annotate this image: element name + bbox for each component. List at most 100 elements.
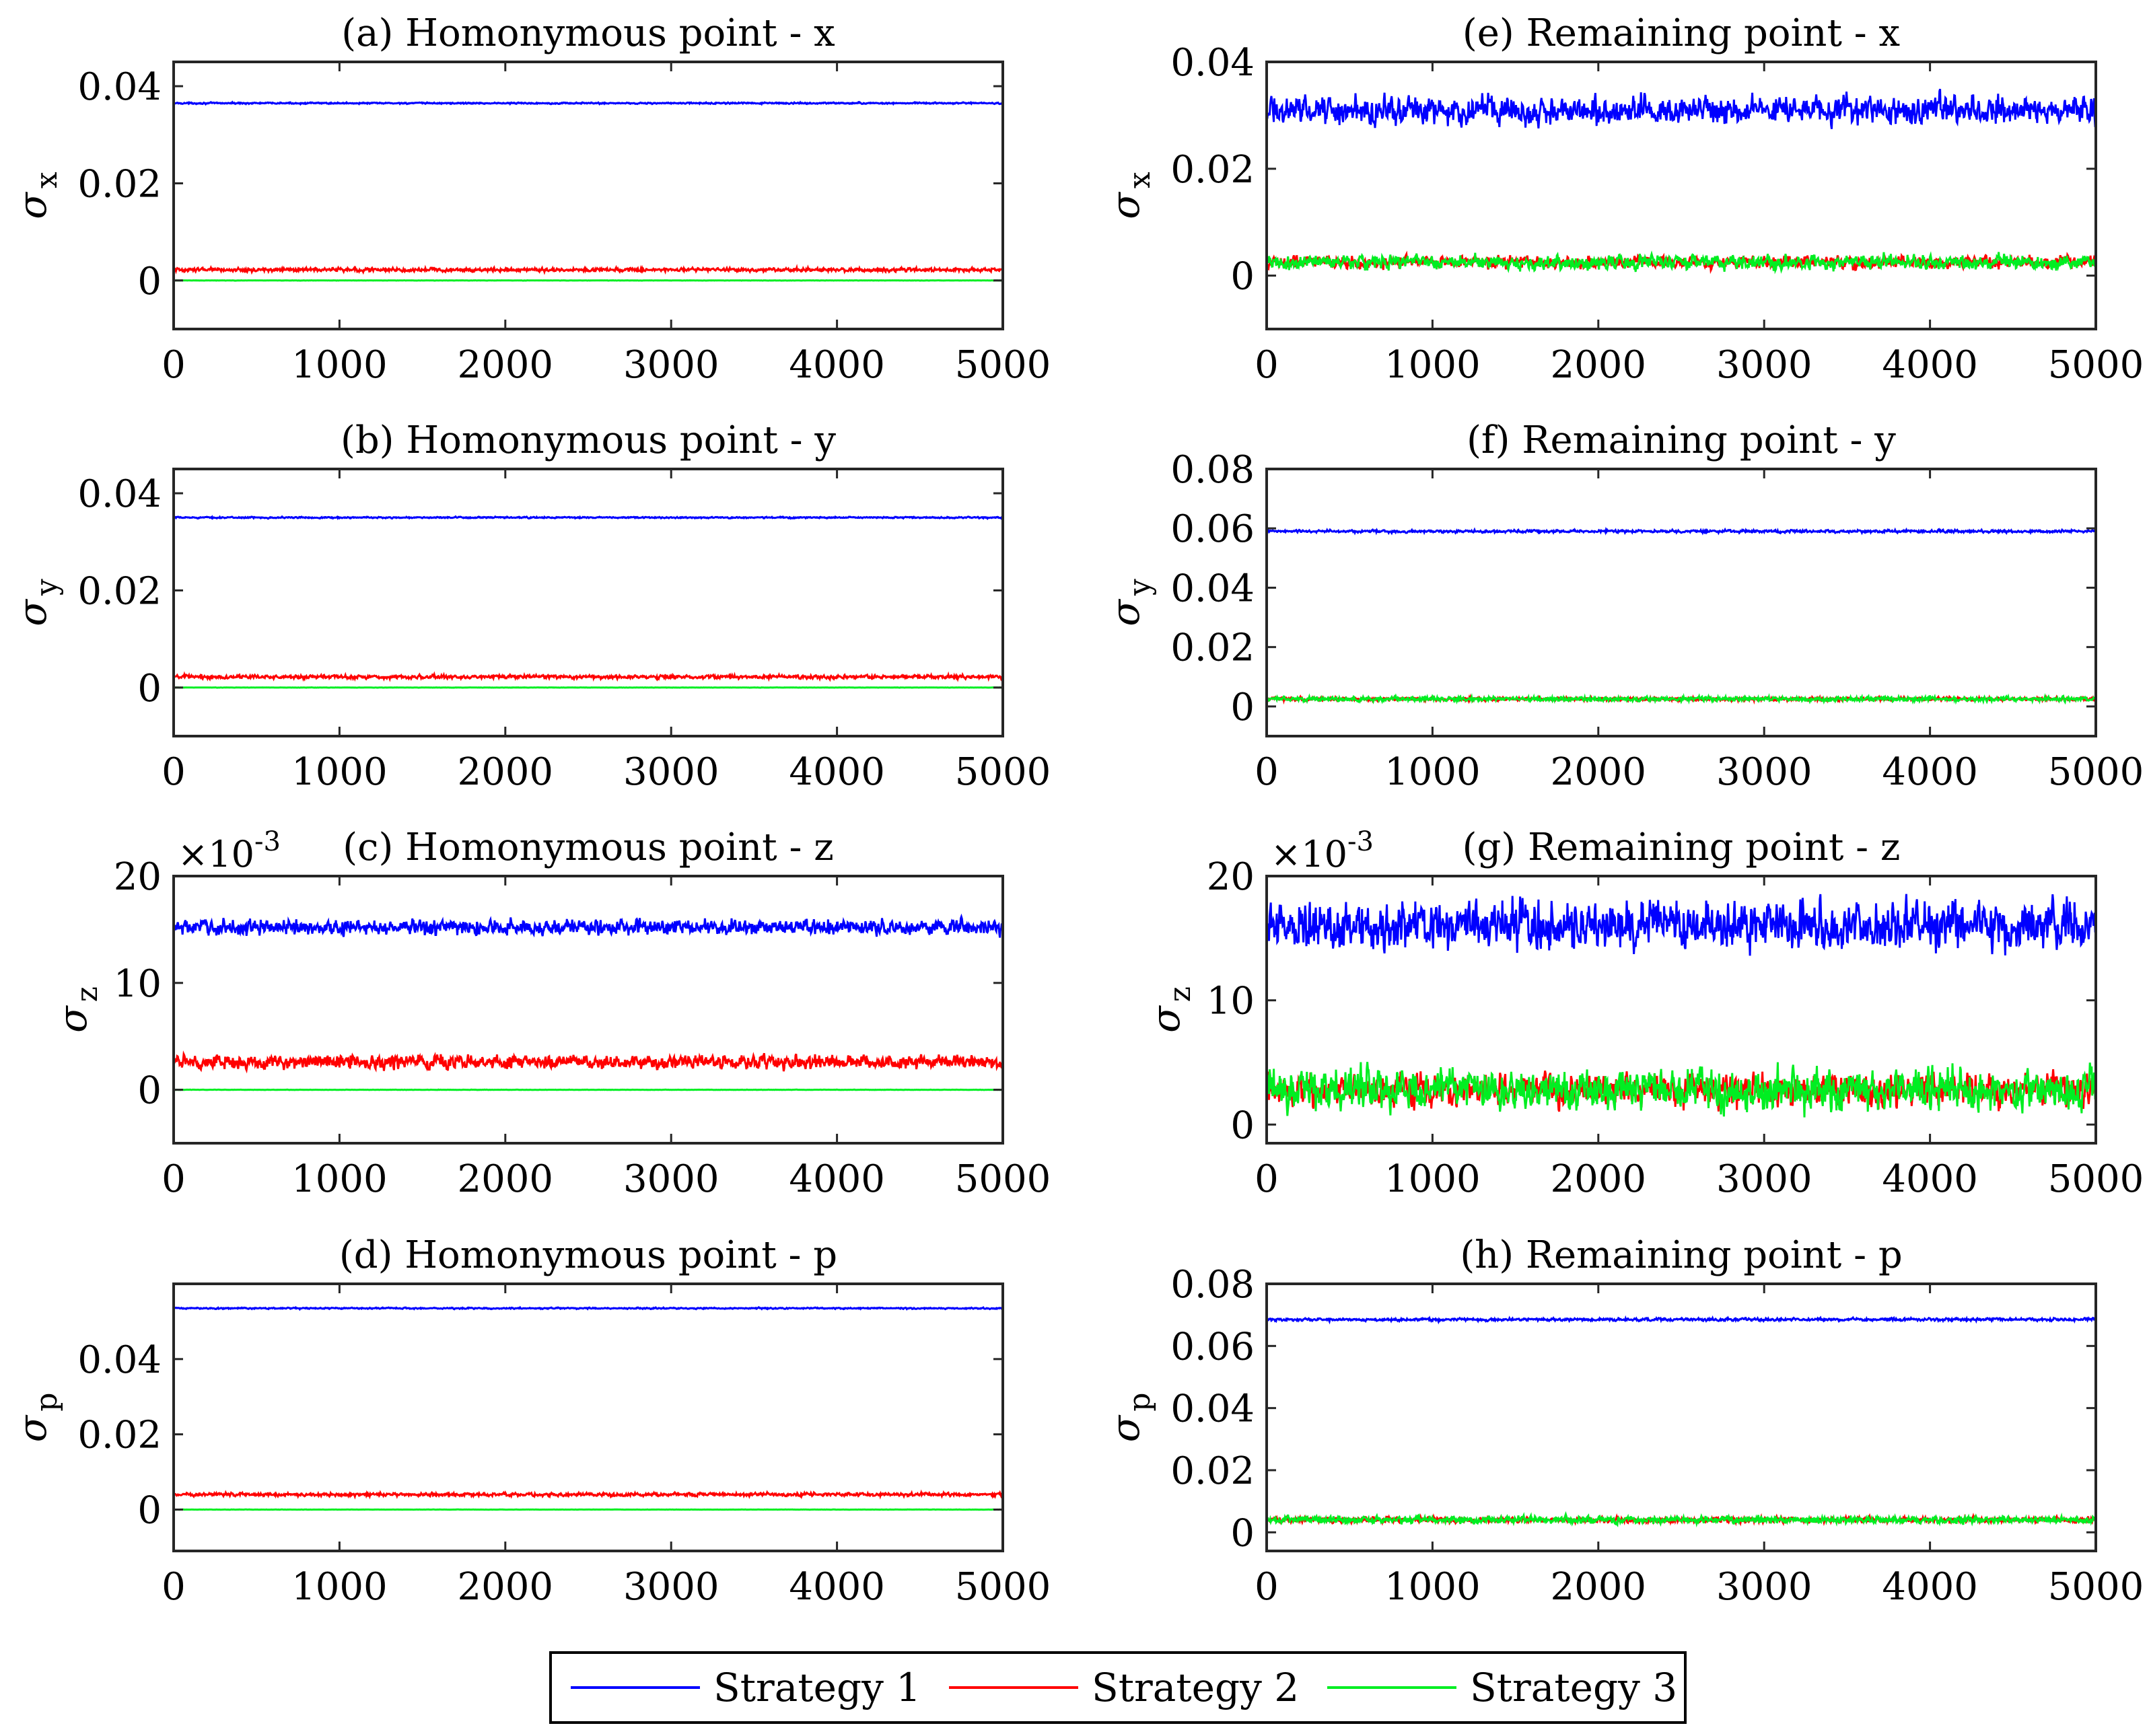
y-tick-label: 0.04 <box>1170 567 1255 610</box>
y-tick-label: 0.02 <box>77 569 162 613</box>
x-tick-label: 4000 <box>1882 750 1978 794</box>
x-tick-label: 1000 <box>1384 1565 1481 1609</box>
series-group <box>174 913 1003 1091</box>
x-tick-label: 1000 <box>1384 343 1481 387</box>
series-line-strategy-3 <box>174 1088 1003 1091</box>
y-axis-label: σz <box>50 986 104 1033</box>
subplot-h: 0 1000 2000 3000 4000 5000 0 0.02 0.04 0.06 0.08 (h… <box>1102 1233 2144 1609</box>
y-axis-label: σp <box>1102 1393 1157 1443</box>
y-axis-label: σy <box>9 579 64 626</box>
x-tick-label: 5000 <box>2048 343 2144 387</box>
series-line-strategy-3 <box>1267 1511 2096 1528</box>
y-axis-label: σx <box>1102 172 1157 219</box>
series-group <box>174 515 1003 689</box>
x-tick-label: 0 <box>162 1565 186 1609</box>
x-tick-label: 2000 <box>458 750 554 794</box>
x-tick-label: 1000 <box>1384 1157 1481 1201</box>
x-tick-label: 2000 <box>1551 343 1647 387</box>
x-tick-label: 5000 <box>2048 750 2144 794</box>
y-tick-label: 0 <box>1230 1104 1255 1147</box>
y-tick-label: 0.02 <box>1170 148 1255 192</box>
subplot-b: 0 1000 2000 3000 4000 5000 0 0.02 0.04 (b) Homony… <box>9 419 1051 794</box>
series-line-strategy-2 <box>174 1050 1003 1074</box>
legend-box <box>549 1651 1687 1724</box>
x-tick-label: 4000 <box>789 750 885 794</box>
series-line-strategy-1 <box>1267 894 2096 956</box>
x-tick-label: 4000 <box>1882 343 1978 387</box>
plot-area <box>174 469 1003 736</box>
y-tick-label: 10 <box>114 962 162 1006</box>
y-tick-label: 0.08 <box>1170 448 1255 492</box>
series-group <box>174 100 1003 282</box>
series-line-strategy-3 <box>1267 1062 2096 1118</box>
y-tick-label: 0.08 <box>1170 1263 1255 1307</box>
series-line-strategy-1 <box>174 100 1003 106</box>
x-tick-label: 0 <box>1255 750 1279 794</box>
subplot-title: (f) Remaining point - y <box>1467 419 1896 462</box>
x-tick-label: 4000 <box>789 1565 885 1609</box>
axis-multiplier: ×10-3 <box>178 826 281 875</box>
subplot-title: (e) Remaining point - x <box>1463 11 1900 55</box>
axes-box <box>172 1282 1004 1552</box>
subplot-e: 0 1000 2000 3000 4000 5000 0 0.02 0.04 (e) Remain… <box>1102 11 2144 387</box>
x-tick-label: 3000 <box>1716 343 1812 387</box>
axes-box <box>1265 875 2097 1145</box>
plot-area <box>174 62 1003 329</box>
x-tick-label: 3000 <box>623 343 719 387</box>
x-tick-label: 3000 <box>623 750 719 794</box>
series-line-strategy-1 <box>174 913 1003 938</box>
series-group <box>1267 894 2096 1118</box>
x-tick-label: 5000 <box>955 1157 1051 1201</box>
x-tick-label: 5000 <box>955 343 1051 387</box>
x-tick-label: 3000 <box>1716 1157 1812 1201</box>
x-tick-label: 5000 <box>955 750 1051 794</box>
x-tick-label: 2000 <box>458 1157 554 1201</box>
axes-box <box>172 61 1004 330</box>
y-tick-label: 0 <box>1230 1511 1255 1555</box>
series-line-strategy-1 <box>174 515 1003 521</box>
legend: Strategy 1 Strategy 2 Strategy 3 <box>549 1651 1687 1724</box>
axes-box <box>1265 468 2097 737</box>
series-line-strategy-3 <box>1267 692 2096 705</box>
subplot-d: 0 1000 2000 3000 4000 5000 0 0.02 0.04 (d) Homony… <box>9 1233 1051 1609</box>
plot-area <box>1267 469 2096 736</box>
subplot-title: (b) Homonymous point - y <box>341 419 836 462</box>
x-tick-label: 1000 <box>291 343 388 387</box>
y-tick-label: 0.02 <box>1170 626 1255 670</box>
x-tick-label: 3000 <box>1716 1565 1812 1609</box>
y-tick-label: 0 <box>137 1488 162 1532</box>
subplot-title: (g) Remaining point - z <box>1463 826 1901 869</box>
x-tick-label: 3000 <box>623 1565 719 1609</box>
x-tick-label: 0 <box>1255 1157 1279 1201</box>
x-tick-label: 3000 <box>623 1157 719 1201</box>
y-axis-label: σx <box>9 172 64 219</box>
y-tick-label: 0 <box>1230 255 1255 299</box>
x-tick-label: 2000 <box>1551 1157 1647 1201</box>
subplot-title: (h) Remaining point - p <box>1460 1233 1902 1277</box>
axis-multiplier: ×10-3 <box>1271 826 1374 875</box>
x-tick-label: 4000 <box>789 343 885 387</box>
axes-box <box>172 468 1004 737</box>
x-tick-label: 2000 <box>458 343 554 387</box>
y-tick-label: 0.02 <box>77 162 162 206</box>
plot-area <box>174 1284 1003 1551</box>
plot-area <box>174 876 1003 1143</box>
series-line-strategy-2 <box>174 264 1003 275</box>
series-line-strategy-1 <box>1267 1315 2096 1325</box>
x-tick-label: 3000 <box>1716 750 1812 794</box>
x-tick-label: 0 <box>162 343 186 387</box>
x-tick-label: 5000 <box>955 1565 1051 1609</box>
series-line-strategy-2 <box>174 1489 1003 1500</box>
x-tick-label: 0 <box>162 1157 186 1201</box>
legend-label-strategy-2: Strategy 2 <box>1092 1665 1299 1710</box>
y-tick-label: 0.04 <box>77 472 162 516</box>
x-tick-label: 2000 <box>1551 750 1647 794</box>
series-group <box>1267 88 2096 275</box>
series-line-strategy-2 <box>174 671 1003 682</box>
y-tick-label: 0 <box>137 1069 162 1113</box>
x-tick-label: 5000 <box>2048 1565 2144 1609</box>
legend-label-strategy-3: Strategy 3 <box>1470 1665 1677 1710</box>
y-tick-label: 0.04 <box>77 1338 162 1382</box>
